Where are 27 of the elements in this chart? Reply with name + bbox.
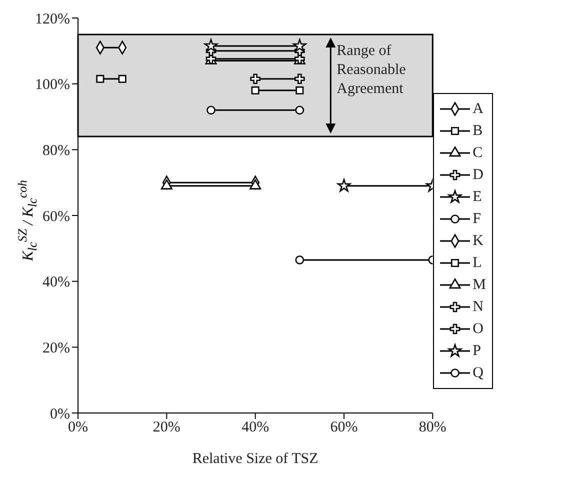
y-tick-label: 120%	[35, 11, 70, 28]
legend-label: C	[472, 144, 483, 162]
x-tick-label: 20%	[152, 420, 180, 436]
y-tick-label: 60%	[42, 208, 70, 225]
x-tick-label: 40%	[242, 420, 270, 436]
legend-label: O	[472, 320, 484, 338]
x-axis-title: Relative Size of TSZ	[192, 451, 318, 467]
y-tick-label: 100%	[35, 77, 70, 94]
legend-label: L	[472, 254, 482, 272]
y-tick-label: 0%	[50, 406, 70, 422]
y-tick-label: 40%	[42, 274, 70, 291]
legend-label: A	[472, 100, 484, 118]
y-tick-label: 80%	[42, 142, 70, 159]
legend-label: E	[472, 188, 482, 206]
legend-label: N	[472, 298, 484, 316]
legend-label: K	[472, 232, 484, 250]
x-tick-label: 0%	[68, 420, 88, 436]
legend-label: F	[472, 210, 481, 228]
legend-label: D	[472, 166, 484, 184]
x-tick-label: 60%	[330, 420, 358, 436]
legend-label: B	[472, 122, 483, 140]
y-tick-label: 20%	[42, 340, 70, 356]
legend-label: P	[472, 342, 481, 360]
legend-label: Q	[472, 364, 484, 382]
band-label: Range of Reasonable Agreement	[336, 42, 407, 100]
x-tick-label: 80%	[418, 420, 446, 436]
legend-label: M	[472, 276, 486, 294]
